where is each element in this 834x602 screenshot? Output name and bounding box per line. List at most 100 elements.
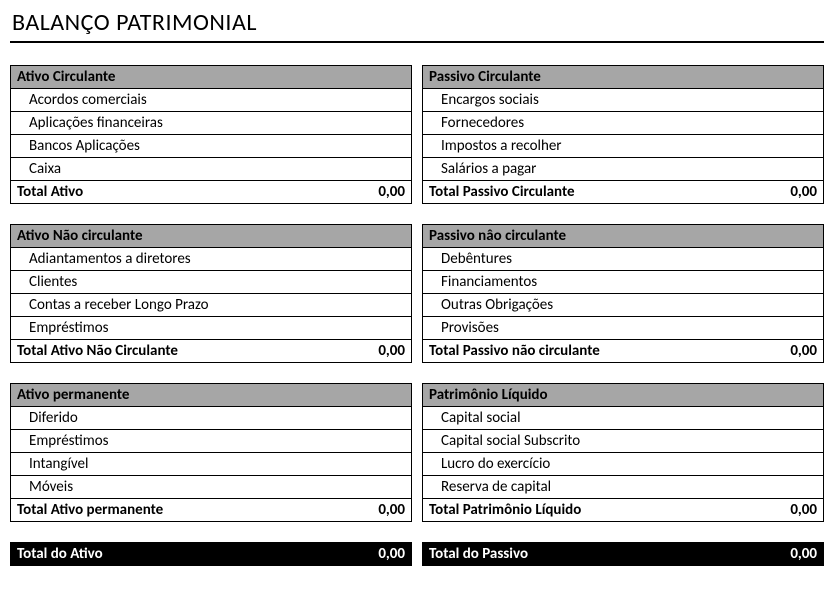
line-item: Capital social Subscrito <box>423 430 823 453</box>
section-ativo-permanente: Ativo permanente Diferido Empréstimos In… <box>10 383 412 522</box>
section-header: Ativo permanente <box>11 384 411 407</box>
grand-total-passivo: Total do Passivo 0,00 <box>422 542 824 566</box>
section-total: Total Ativo0,00 <box>11 181 411 204</box>
column-ativo: Ativo Circulante Acordos comerciais Apli… <box>10 65 412 566</box>
section-total: Total Patrimônio Líquido0,00 <box>423 499 823 522</box>
line-item: Lucro do exercício <box>423 453 823 476</box>
grand-total-value: 0,00 <box>345 545 405 563</box>
item-label: Encargos sociais <box>441 91 757 109</box>
section-passivo-circulante: Passivo Circulante Encargos sociais Forn… <box>422 65 824 204</box>
item-label: Reserva de capital <box>441 478 757 496</box>
item-value <box>757 250 817 268</box>
item-value <box>345 319 405 337</box>
item-value <box>345 296 405 314</box>
item-label: Lucro do exercício <box>441 455 757 473</box>
item-label: Caixa <box>29 160 345 178</box>
total-value: 0,00 <box>345 342 405 360</box>
section-header: Ativo Não circulante <box>11 225 411 248</box>
item-value <box>757 296 817 314</box>
section-header: Passivo nâo circulante <box>423 225 823 248</box>
section-header: Passivo Circulante <box>423 66 823 89</box>
item-value <box>345 137 405 155</box>
item-label: Acordos comerciais <box>29 91 345 109</box>
line-item: Aplicações financeiras <box>11 112 411 135</box>
item-value <box>757 319 817 337</box>
page-title: BALANÇO PATRIMONIAL <box>10 6 824 43</box>
item-label: Salários a pagar <box>441 160 757 178</box>
item-value <box>757 160 817 178</box>
line-item: Empréstimos <box>11 430 411 453</box>
total-label: Total Patrimônio Líquido <box>429 501 757 519</box>
item-value <box>757 114 817 132</box>
item-label: Debêntures <box>441 250 757 268</box>
grand-total-ativo: Total do Ativo 0,00 <box>10 542 412 566</box>
line-item: Empréstimos <box>11 317 411 340</box>
grand-total-value: 0,00 <box>757 545 817 563</box>
section-total: Total Passivo Circulante0,00 <box>423 181 823 204</box>
total-label: Total Passivo não circulante <box>429 342 757 360</box>
item-label: Adiantamentos a diretores <box>29 250 345 268</box>
balance-sheet: Ativo Circulante Acordos comerciais Apli… <box>10 65 824 566</box>
section-total: Total Passivo não circulante0,00 <box>423 340 823 363</box>
item-label: Provisões <box>441 319 757 337</box>
item-label: Empréstimos <box>29 432 345 450</box>
item-value <box>345 432 405 450</box>
line-item: Acordos comerciais <box>11 89 411 112</box>
item-label: Empréstimos <box>29 319 345 337</box>
line-item: Financiamentos <box>423 271 823 294</box>
item-value <box>345 160 405 178</box>
item-label: Diferido <box>29 409 345 427</box>
section-ativo-circulante: Ativo Circulante Acordos comerciais Apli… <box>10 65 412 204</box>
item-value <box>345 250 405 268</box>
item-label: Bancos Aplicações <box>29 137 345 155</box>
line-item: Bancos Aplicações <box>11 135 411 158</box>
section-passivo-nao-circulante: Passivo nâo circulante Debêntures Financ… <box>422 224 824 363</box>
total-label: Total Ativo <box>17 183 345 201</box>
line-item: Debêntures <box>423 248 823 271</box>
column-passivo: Passivo Circulante Encargos sociais Forn… <box>422 65 824 566</box>
item-value <box>345 91 405 109</box>
item-value <box>345 114 405 132</box>
total-value: 0,00 <box>757 183 817 201</box>
total-label: Total Ativo permanente <box>17 501 345 519</box>
item-value <box>757 137 817 155</box>
section-total: Total Ativo permanente0,00 <box>11 499 411 522</box>
total-value: 0,00 <box>345 501 405 519</box>
line-item: Diferido <box>11 407 411 430</box>
line-item: Outras Obrigações <box>423 294 823 317</box>
item-value <box>757 432 817 450</box>
section-ativo-nao-circulante: Ativo Não circulante Adiantamentos a dir… <box>10 224 412 363</box>
item-label: Contas a receber Longo Prazo <box>29 296 345 314</box>
line-item: Intangível <box>11 453 411 476</box>
item-value <box>757 409 817 427</box>
section-header: Patrimônio Líquido <box>423 384 823 407</box>
item-label: Móveis <box>29 478 345 496</box>
line-item: Caixa <box>11 158 411 181</box>
item-value <box>757 455 817 473</box>
line-item: Provisões <box>423 317 823 340</box>
line-item: Impostos a recolher <box>423 135 823 158</box>
section-patrimonio-liquido: Patrimônio Líquido Capital social Capita… <box>422 383 824 522</box>
line-item: Móveis <box>11 476 411 499</box>
item-label: Outras Obrigações <box>441 296 757 314</box>
grand-total-label: Total do Ativo <box>17 545 345 563</box>
item-label: Intangível <box>29 455 345 473</box>
total-label: Total Passivo Circulante <box>429 183 757 201</box>
line-item: Fornecedores <box>423 112 823 135</box>
item-value <box>757 91 817 109</box>
item-value <box>345 409 405 427</box>
item-value <box>757 478 817 496</box>
total-value: 0,00 <box>757 342 817 360</box>
item-label: Capital social Subscrito <box>441 432 757 450</box>
total-value: 0,00 <box>757 501 817 519</box>
line-item: Contas a receber Longo Prazo <box>11 294 411 317</box>
item-value <box>757 273 817 291</box>
item-label: Capital social <box>441 409 757 427</box>
grand-total-label: Total do Passivo <box>429 545 757 563</box>
item-value <box>345 455 405 473</box>
line-item: Reserva de capital <box>423 476 823 499</box>
line-item: Encargos sociais <box>423 89 823 112</box>
total-label: Total Ativo Não Circulante <box>17 342 345 360</box>
line-item: Salários a pagar <box>423 158 823 181</box>
item-value <box>345 478 405 496</box>
